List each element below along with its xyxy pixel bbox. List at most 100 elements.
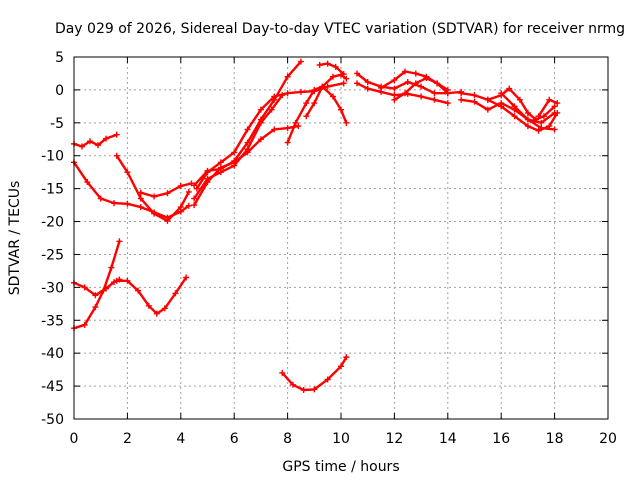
data-series — [113, 274, 190, 317]
data-series — [137, 180, 195, 200]
data-point — [161, 305, 168, 312]
data-point — [100, 287, 107, 294]
data-point — [204, 179, 211, 186]
data-series — [458, 85, 558, 123]
data-point — [538, 119, 545, 126]
data-point — [524, 123, 531, 130]
data-point — [444, 90, 451, 97]
y-tick-label: -30 — [41, 280, 64, 296]
data-series — [378, 68, 451, 93]
data-point — [124, 277, 131, 284]
data-point — [145, 302, 152, 309]
data-point — [340, 80, 347, 87]
data-point — [391, 77, 398, 84]
data-point — [153, 310, 160, 317]
data-point — [444, 100, 451, 107]
data-point — [511, 103, 518, 110]
data-point — [316, 61, 323, 68]
x-tick-label: 8 — [283, 431, 292, 447]
data-point — [97, 195, 104, 202]
series-line — [115, 276, 188, 315]
data-point — [137, 195, 144, 202]
x-tick-label: 12 — [385, 431, 403, 447]
data-point — [271, 93, 278, 100]
y-tick-label: -35 — [41, 313, 64, 329]
data-point — [431, 96, 438, 103]
data-point — [412, 80, 419, 87]
y-axis-label: SDTVAR / TECUs — [7, 181, 23, 296]
data-point — [92, 292, 99, 299]
data-point — [244, 126, 251, 133]
data-series-layer — [71, 58, 561, 394]
data-point — [340, 71, 347, 78]
series-line — [318, 62, 345, 76]
data-point — [217, 164, 224, 171]
y-tick-label: -10 — [41, 149, 64, 165]
data-series — [191, 58, 304, 189]
data-series — [191, 123, 302, 209]
data-point — [524, 109, 531, 116]
data-point — [303, 113, 310, 120]
data-point — [279, 369, 286, 376]
data-point — [506, 85, 513, 92]
y-tick-label: -15 — [41, 182, 64, 198]
data-point — [524, 116, 531, 123]
data-point — [217, 159, 224, 166]
data-point — [289, 381, 296, 388]
data-point — [458, 90, 465, 97]
data-point — [191, 202, 198, 209]
axis-ticks — [73, 56, 609, 420]
data-point — [95, 142, 102, 149]
data-point — [284, 73, 291, 80]
data-point — [498, 90, 505, 97]
data-point — [151, 210, 158, 217]
data-point — [111, 200, 118, 207]
x-tick-label: 2 — [123, 431, 132, 447]
x-axis-tick-labels: 0 2 4 6 8 10 12 14 16 18 20 — [70, 431, 617, 447]
data-point — [343, 75, 350, 82]
data-point — [292, 119, 299, 126]
data-point — [511, 113, 518, 120]
data-point — [404, 79, 411, 86]
data-point — [151, 193, 158, 200]
data-point — [311, 386, 318, 393]
data-point — [338, 363, 344, 370]
data-point — [434, 80, 441, 87]
data-point — [364, 79, 371, 86]
data-point — [354, 70, 361, 77]
data-point — [484, 96, 491, 103]
data-point — [183, 274, 190, 281]
data-point — [185, 188, 192, 195]
data-point — [113, 131, 120, 138]
y-axis-tick-labels: -50-45-40-35-30-25-20-15-10-505 — [41, 50, 64, 428]
data-point — [471, 98, 478, 105]
data-point — [81, 284, 88, 291]
data-series — [484, 96, 561, 134]
data-point — [329, 93, 336, 100]
data-series — [535, 96, 561, 120]
y-tick-label: -40 — [41, 346, 64, 362]
data-point — [185, 202, 192, 209]
data-point — [338, 106, 344, 113]
data-series — [391, 75, 451, 103]
data-point — [231, 149, 238, 156]
data-point — [554, 109, 561, 116]
x-tick-label: 0 — [70, 431, 79, 447]
data-series — [113, 152, 192, 224]
data-point — [364, 85, 371, 92]
data-point — [92, 304, 99, 311]
data-point — [284, 125, 291, 132]
data-point — [324, 376, 331, 383]
x-tick-label: 10 — [332, 431, 350, 447]
data-point — [81, 321, 88, 328]
data-point — [231, 159, 238, 166]
data-point — [324, 83, 331, 90]
data-point — [193, 185, 200, 192]
data-point — [137, 189, 144, 196]
data-point — [418, 93, 425, 100]
data-point — [257, 106, 264, 113]
data-point — [172, 290, 179, 297]
data-point — [540, 113, 547, 120]
data-point — [116, 238, 123, 245]
data-point — [191, 195, 198, 202]
